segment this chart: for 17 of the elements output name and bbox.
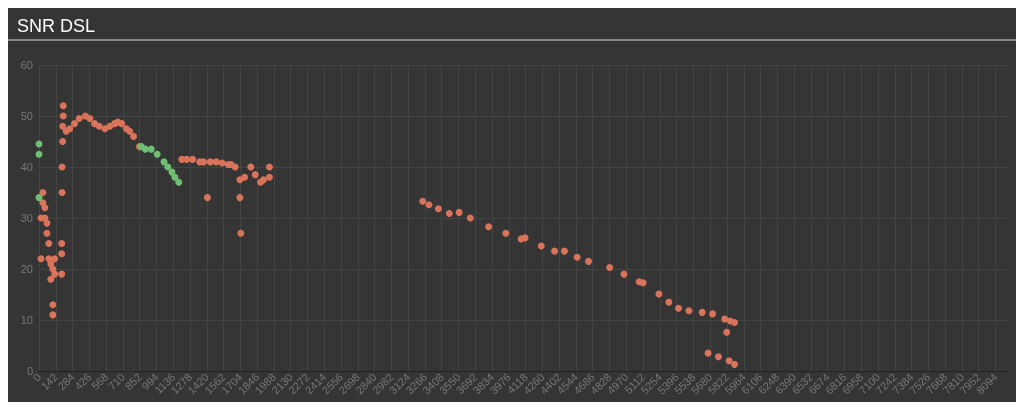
y-tick-label: 30 [20, 212, 33, 224]
y-tick-label: 60 [20, 59, 33, 71]
point [35, 150, 43, 158]
y-tick-label: 50 [20, 110, 33, 122]
chart-title: SNR DSL [17, 16, 96, 36]
y-tick-label: 40 [20, 161, 33, 173]
point [164, 163, 172, 171]
point [35, 194, 43, 202]
y-tick-label: 10 [20, 314, 33, 326]
point [141, 145, 149, 153]
point [147, 145, 155, 153]
point [171, 173, 179, 181]
point [153, 150, 161, 158]
y-tick-label: 20 [20, 263, 33, 275]
x-tick-label: 710 [105, 370, 128, 393]
point [175, 178, 183, 186]
x-tick-label: 0 [30, 370, 44, 384]
